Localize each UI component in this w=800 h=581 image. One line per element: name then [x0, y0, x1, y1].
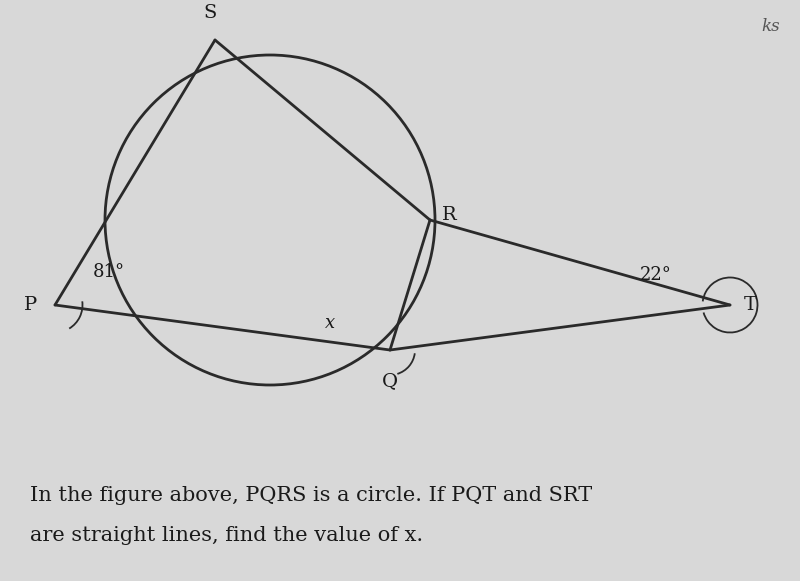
Text: x: x [325, 314, 335, 332]
Text: are straight lines, find the value of x.: are straight lines, find the value of x. [30, 526, 423, 545]
Text: In the figure above, PQRS is a circle. If PQT and SRT: In the figure above, PQRS is a circle. I… [30, 486, 592, 505]
Text: S: S [203, 4, 217, 22]
Text: R: R [442, 206, 457, 224]
Text: ks: ks [762, 18, 780, 35]
Text: 22°: 22° [640, 266, 672, 284]
Text: 81°: 81° [93, 263, 125, 281]
Text: Q: Q [382, 372, 398, 390]
Text: T: T [744, 296, 757, 314]
Text: P: P [24, 296, 37, 314]
